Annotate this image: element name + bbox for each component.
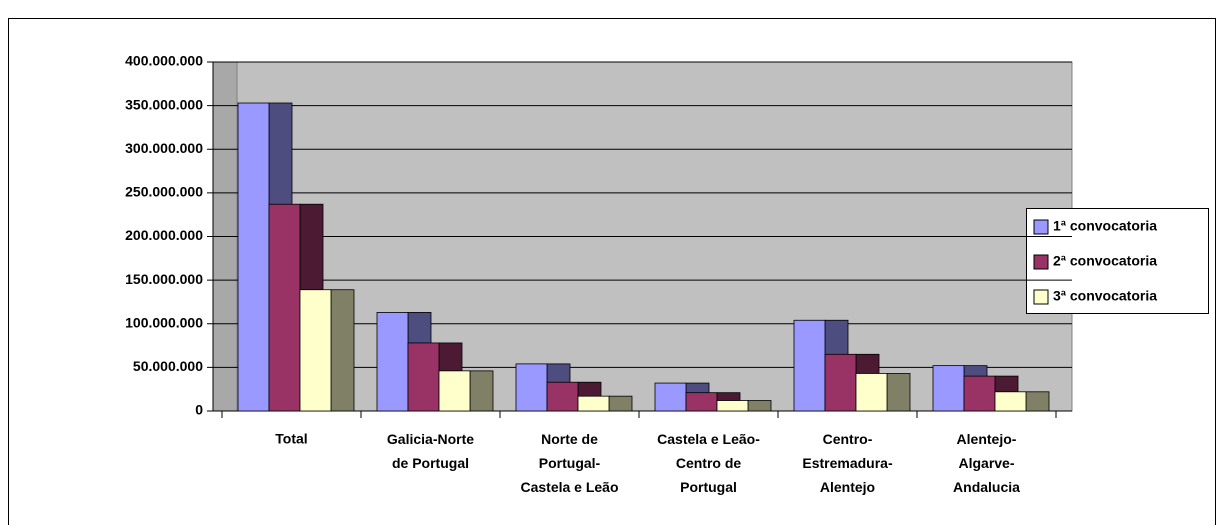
x-tick-label: Galicia-Norte de Portugal <box>387 431 474 471</box>
bar-side <box>747 400 772 412</box>
bar <box>546 381 579 412</box>
x-tick-label: Norte de Portugal-Castela e Leão <box>520 431 618 495</box>
legend-swatch <box>1033 289 1049 305</box>
y-tick-label: 350.000.000 <box>125 96 203 112</box>
bar <box>438 370 471 412</box>
bar-side <box>886 373 911 412</box>
bar <box>855 373 888 412</box>
bar <box>654 382 687 412</box>
bar <box>963 375 996 412</box>
bar-side <box>330 289 355 412</box>
y-tick-label: 50.000.000 <box>133 358 203 374</box>
bar-side <box>1025 391 1050 412</box>
y-tick-label: 400.000.000 <box>125 53 203 69</box>
y-tick-label: 150.000.000 <box>125 271 203 287</box>
bar <box>793 319 826 412</box>
bar <box>685 392 718 412</box>
bar <box>577 395 610 412</box>
x-tick-label: Centro-Estremadura-Alentejo <box>802 431 893 495</box>
y-tick-label: 250.000.000 <box>125 184 203 200</box>
bar <box>994 391 1027 412</box>
legend-swatch <box>1033 254 1049 270</box>
bar <box>515 363 548 412</box>
bar-side <box>469 370 494 412</box>
legend-label: 3ª convocatoria <box>1053 288 1157 304</box>
legend-swatch <box>1033 219 1049 235</box>
bar <box>299 289 332 412</box>
legend-label: 2ª convocatoria <box>1053 253 1157 269</box>
y-tick-label: 200.000.000 <box>125 227 203 243</box>
legend <box>1026 208 1209 314</box>
y-tick-label: 0 <box>195 402 203 418</box>
legend-label: 1ª convocatoria <box>1053 218 1157 234</box>
x-tick-label: Total <box>275 431 307 447</box>
y-tick-label: 300.000.000 <box>125 140 203 156</box>
y-tick-label: 100.000.000 <box>125 314 203 330</box>
bar <box>824 353 857 412</box>
bar-side <box>608 395 633 412</box>
bar <box>716 400 749 412</box>
x-tick-label: Alentejo-Algarve-Andalucia <box>953 431 1020 495</box>
x-tick-label: Castela e Leão-Centro de Portugal <box>657 431 760 495</box>
bar <box>932 365 965 412</box>
bar <box>268 203 301 412</box>
bar <box>237 102 270 412</box>
bar <box>407 342 440 412</box>
bar <box>376 312 409 412</box>
